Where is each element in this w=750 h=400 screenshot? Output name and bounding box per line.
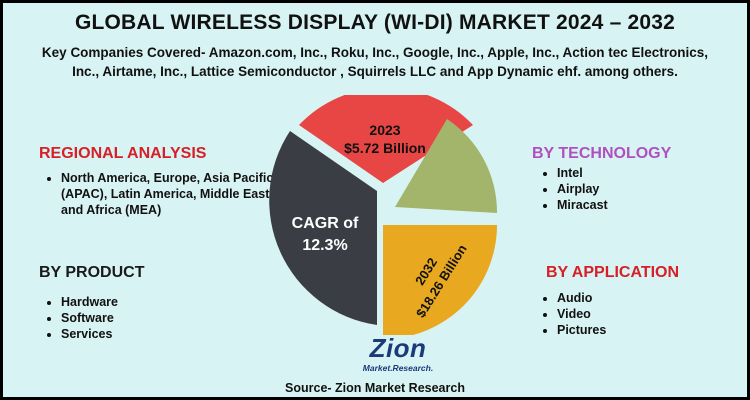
regional-analysis-list: North America, Europe, Asia Pacific (APA… [43,170,276,218]
pie-label-2023-year: 2023 [369,122,400,138]
logo-subtext: Market.Research. [362,363,434,373]
page-title: GLOBAL WIRELESS DISPLAY (WI-DI) MARKET 2… [74,11,676,34]
key-companies-text: Key Companies Covered- Amazon.com, Inc.,… [13,43,737,81]
key-companies-line-1: Key Companies Covered- Amazon.com, Inc.,… [41,45,709,60]
technology-item: Miracast [557,197,608,213]
pie-segment-cagr [269,131,377,325]
market-pie-graphic: 2023 $5.72 Billion CAGR of 12.3% 2032 $1… [269,95,498,335]
zion-logo: Zion Market.Research. [348,333,448,375]
application-item: Video [557,306,606,322]
application-item: Pictures [557,322,606,338]
source-credit: Source- Zion Market Research [285,381,465,395]
pie-label-2023-value: $5.72 Billion [344,140,426,156]
by-application-list: Audio Video Pictures [539,290,606,338]
by-product-heading: BY PRODUCT [39,264,145,281]
regional-item: North America, Europe, Asia Pacific (APA… [61,170,276,218]
pie-segment-2023 [299,95,473,183]
by-application-heading: BY APPLICATION [546,264,680,281]
application-item: Audio [557,290,606,306]
product-item: Services [61,326,118,342]
by-product-list: Hardware Software Services [43,294,118,342]
product-item: Software [61,310,118,326]
regional-analysis-heading: REGIONAL ANALYSIS [39,145,207,162]
by-technology-list: Intel Airplay Miracast [539,165,608,213]
by-technology-heading: BY TECHNOLOGY [532,145,672,162]
pie-label-cagr-line1: CAGR of [292,215,359,232]
pie-label-cagr-line2: 12.3% [302,237,347,254]
technology-item: Airplay [557,181,608,197]
pie-segment-green [395,119,498,213]
product-item: Hardware [61,294,118,310]
key-companies-line-2: Inc., Airtame, Inc., Lattice Semiconduct… [72,64,678,79]
logo-wordmark: Zion [369,333,427,363]
pie-segment-2032 [383,225,497,335]
technology-item: Intel [557,165,608,181]
